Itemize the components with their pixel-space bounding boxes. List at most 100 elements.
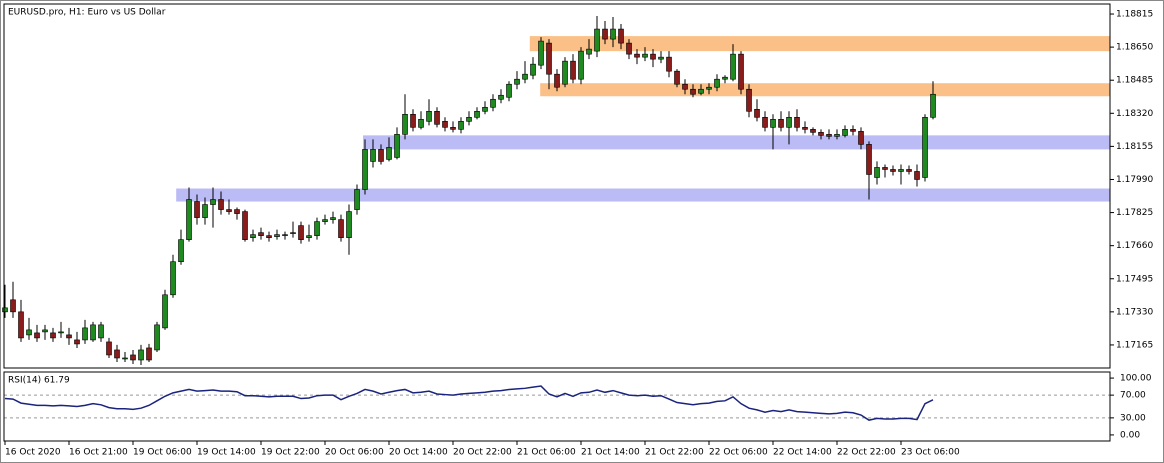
candle-body — [730, 53, 736, 80]
candle-body — [26, 329, 32, 336]
y-tick-label: 1.17165 — [1116, 340, 1153, 350]
x-tick-label: 19 Oct 14:00 — [197, 448, 256, 458]
candle-body — [2, 307, 8, 313]
candle-body — [410, 114, 416, 128]
candle-body — [194, 201, 200, 218]
zone — [363, 135, 1110, 150]
candle-body — [658, 56, 664, 60]
candle-body — [458, 121, 464, 130]
panel-frame — [3, 3, 1111, 369]
candle-body — [562, 60, 568, 85]
candle-body — [922, 117, 928, 178]
candle-body — [274, 234, 280, 237]
candle-body — [338, 219, 344, 238]
y-tick-label: 1.18320 — [1116, 109, 1153, 119]
candle-body — [146, 347, 152, 361]
candle-body — [218, 199, 224, 210]
x-tick-label: 22 Oct 22:00 — [837, 448, 896, 458]
y-tick-label: 1.17330 — [1116, 307, 1153, 317]
y-tick-label: 100.00 — [1120, 374, 1152, 384]
candle-body — [762, 117, 768, 128]
x-tick-label: 16 Oct 2020 — [5, 448, 61, 458]
candle-body — [362, 149, 368, 190]
candle-body — [618, 28, 624, 44]
candle-body — [74, 339, 80, 345]
candle-body — [818, 132, 824, 136]
candle-body — [874, 167, 880, 178]
x-tick-label: 22 Oct 14:00 — [773, 448, 832, 458]
candle-body — [306, 235, 312, 238]
candle-body — [754, 108, 760, 118]
candle-body — [650, 53, 656, 60]
candle-body — [466, 117, 472, 122]
candle-body — [154, 324, 160, 351]
candle-body — [522, 73, 528, 80]
candle-body — [770, 119, 776, 128]
candle-body — [546, 42, 552, 75]
candle-body — [634, 53, 640, 58]
candle-body — [802, 127, 808, 130]
candle-body — [866, 144, 872, 175]
candle-body — [202, 204, 208, 218]
candle-body — [66, 334, 72, 339]
x-tick-label: 21 Oct 06:00 — [517, 448, 576, 458]
x-tick-label: 20 Oct 06:00 — [325, 448, 384, 458]
candle-body — [162, 294, 168, 329]
candle-body — [98, 324, 104, 339]
zone — [540, 83, 1110, 97]
candle-body — [50, 332, 56, 339]
candle-body — [666, 56, 672, 72]
candle-body — [346, 211, 352, 238]
candle-body — [490, 98, 496, 108]
x-tick-label: 23 Oct 06:00 — [901, 448, 960, 458]
candle-body — [386, 147, 392, 160]
candle-body — [498, 94, 504, 100]
candle-body — [506, 83, 512, 98]
candle-body — [706, 86, 712, 90]
candle-body — [826, 134, 832, 137]
candle-body — [330, 217, 336, 220]
candle-body — [290, 232, 296, 234]
candle-body — [354, 189, 360, 210]
x-tick-label: 21 Oct 14:00 — [581, 448, 640, 458]
candle-body — [594, 28, 600, 52]
candle-body — [58, 331, 64, 334]
candle-body — [714, 78, 720, 88]
candle-body — [810, 129, 816, 133]
candle-body — [530, 63, 536, 76]
candle-body — [322, 219, 328, 222]
candle-body — [746, 88, 752, 112]
candle-body — [298, 225, 304, 240]
candle-body — [138, 349, 144, 361]
y-tick-label: 30.00 — [1120, 413, 1146, 423]
y-tick-label: 1.17825 — [1116, 208, 1153, 218]
candle-body — [674, 70, 680, 85]
x-tick-label: 19 Oct 22:00 — [261, 448, 320, 458]
y-tick-label: 70.00 — [1120, 391, 1146, 401]
candle-body — [578, 50, 584, 80]
candle-body — [570, 60, 576, 80]
candle-body — [482, 106, 488, 112]
y-tick-label: 1.18155 — [1116, 142, 1153, 152]
candle-body — [226, 209, 232, 212]
candle-body — [778, 119, 784, 128]
x-tick-label: 19 Oct 06:00 — [133, 448, 192, 458]
candle-body — [602, 28, 608, 40]
candle-body — [738, 53, 744, 90]
y-tick-label: 1.17660 — [1116, 241, 1153, 251]
candle-body — [554, 73, 560, 88]
candle-body — [514, 78, 520, 85]
rsi-title: RSI(14) 61.79 — [8, 376, 70, 386]
candle-body — [914, 171, 920, 180]
candle-body — [10, 299, 16, 313]
candle-body — [834, 134, 840, 137]
y-tick-label: 1.18815 — [1116, 10, 1153, 20]
chart-title: EURUSD.pro, H1: Euro vs US Dollar — [8, 8, 166, 18]
candle-body — [178, 239, 184, 263]
candle-body — [402, 114, 408, 135]
rsi-line — [4, 385, 934, 421]
candle-body — [18, 311, 24, 339]
candle-body — [282, 234, 288, 236]
x-tick-label: 22 Oct 06:00 — [709, 448, 768, 458]
candle-body — [82, 327, 88, 341]
